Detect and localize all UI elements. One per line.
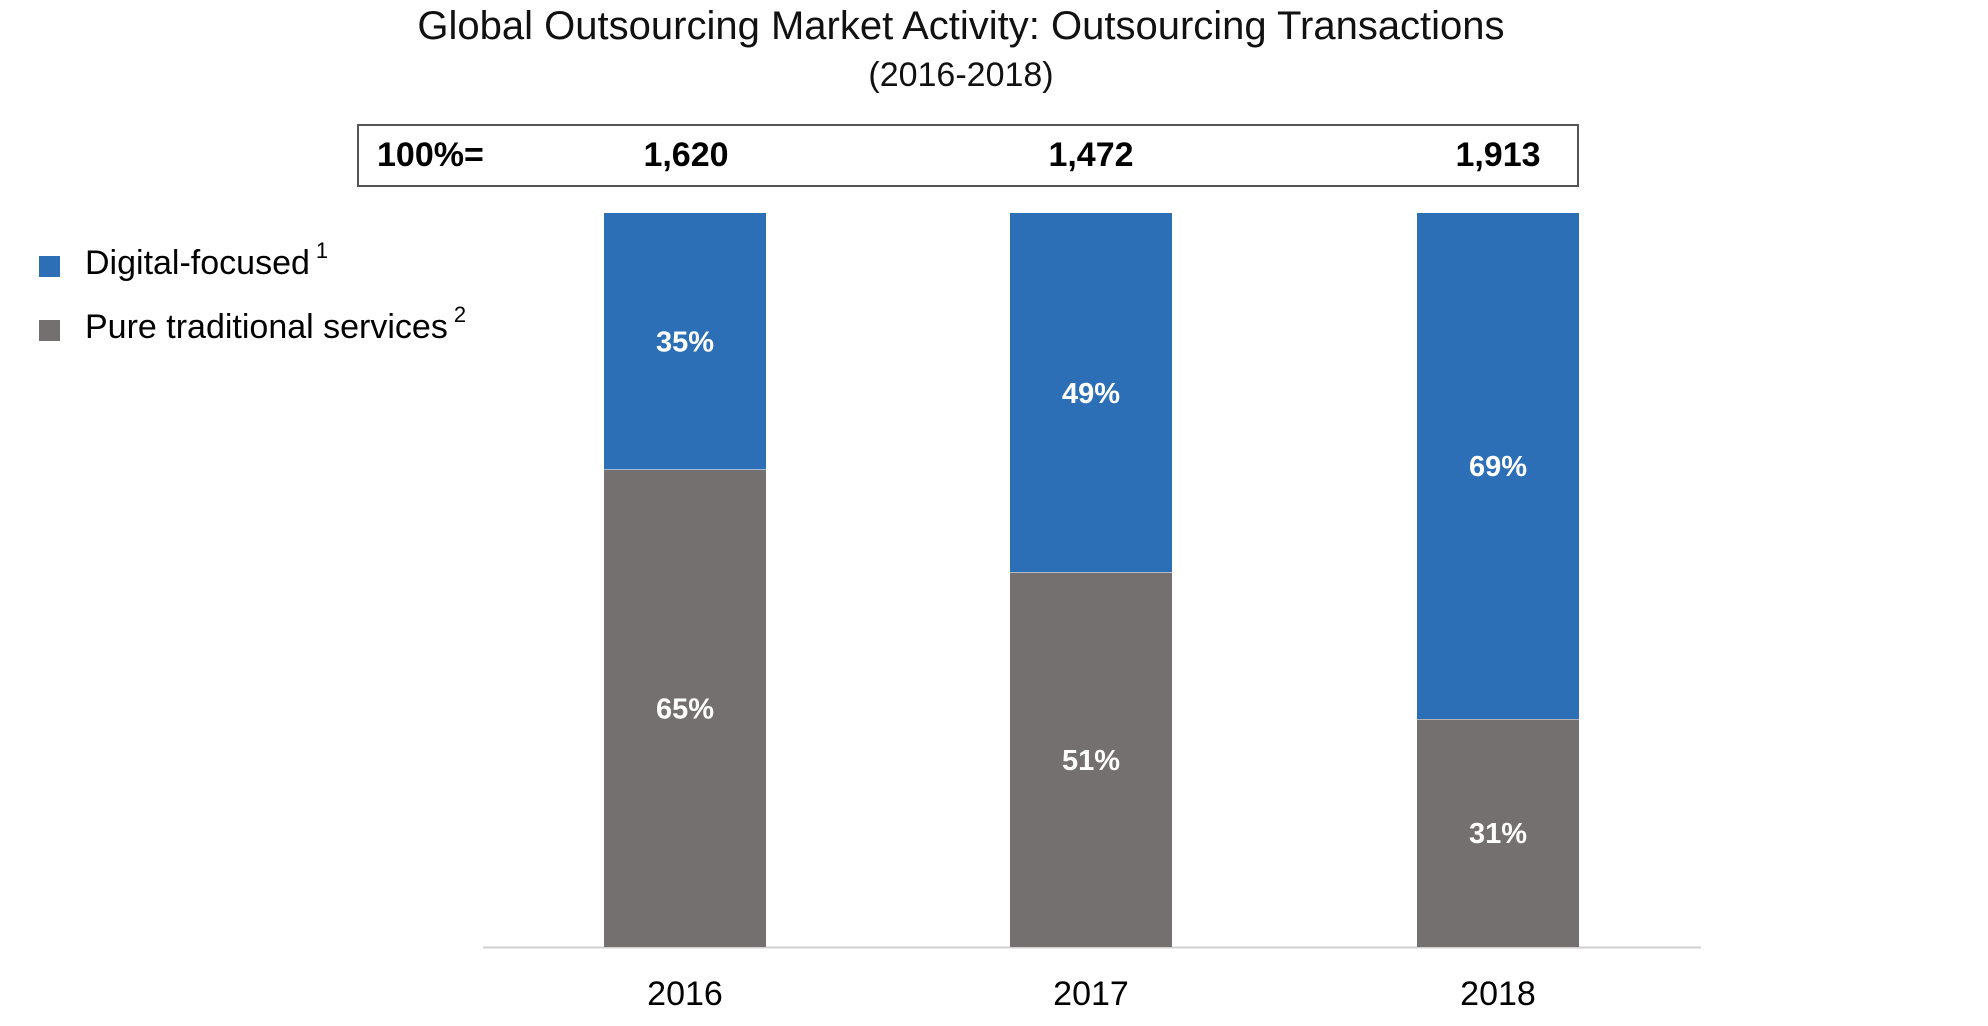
data-label: 35% xyxy=(656,326,714,358)
bar-segment-2018-1 xyxy=(1417,719,1579,947)
data-label: 31% xyxy=(1469,818,1527,850)
legend-item-traditional: Pure traditional services 2 xyxy=(85,302,466,347)
legend-item-digital: Digital-focused 1 xyxy=(85,238,328,283)
chart-title: Global Outsourcing Market Activity: Outs… xyxy=(417,4,1505,48)
x-tick-label: 2018 xyxy=(1460,975,1536,1013)
total-2016: 1,620 xyxy=(643,136,729,174)
legend-label: Pure traditional services xyxy=(85,308,448,346)
totals-label: 100%= xyxy=(377,136,484,174)
data-label: 49% xyxy=(1062,378,1120,410)
bar-segment-2016-0 xyxy=(604,213,766,470)
total-2018: 1,913 xyxy=(1455,136,1541,174)
bar-segment-2017-1 xyxy=(1010,572,1172,947)
x-tick-label: 2016 xyxy=(647,975,723,1013)
data-label: 51% xyxy=(1062,745,1120,777)
legend-footnote: 1 xyxy=(315,238,329,263)
data-label: 69% xyxy=(1469,451,1527,483)
bar-segment-2016-1 xyxy=(604,469,766,947)
legend-label: Digital-focused xyxy=(85,244,310,282)
legend-swatch-digital xyxy=(39,256,60,277)
legend-footnote: 2 xyxy=(453,302,467,327)
bar-segment-2018-0 xyxy=(1417,213,1579,720)
x-tick-label: 2017 xyxy=(1053,975,1129,1013)
totals-box xyxy=(357,124,1579,187)
chart-subtitle: (2016-2018) xyxy=(868,56,1054,94)
legend-swatch-traditional xyxy=(39,320,60,341)
data-label: 65% xyxy=(656,693,714,725)
bar-segment-2017-0 xyxy=(1010,213,1172,573)
total-2017: 1,472 xyxy=(1048,136,1134,174)
